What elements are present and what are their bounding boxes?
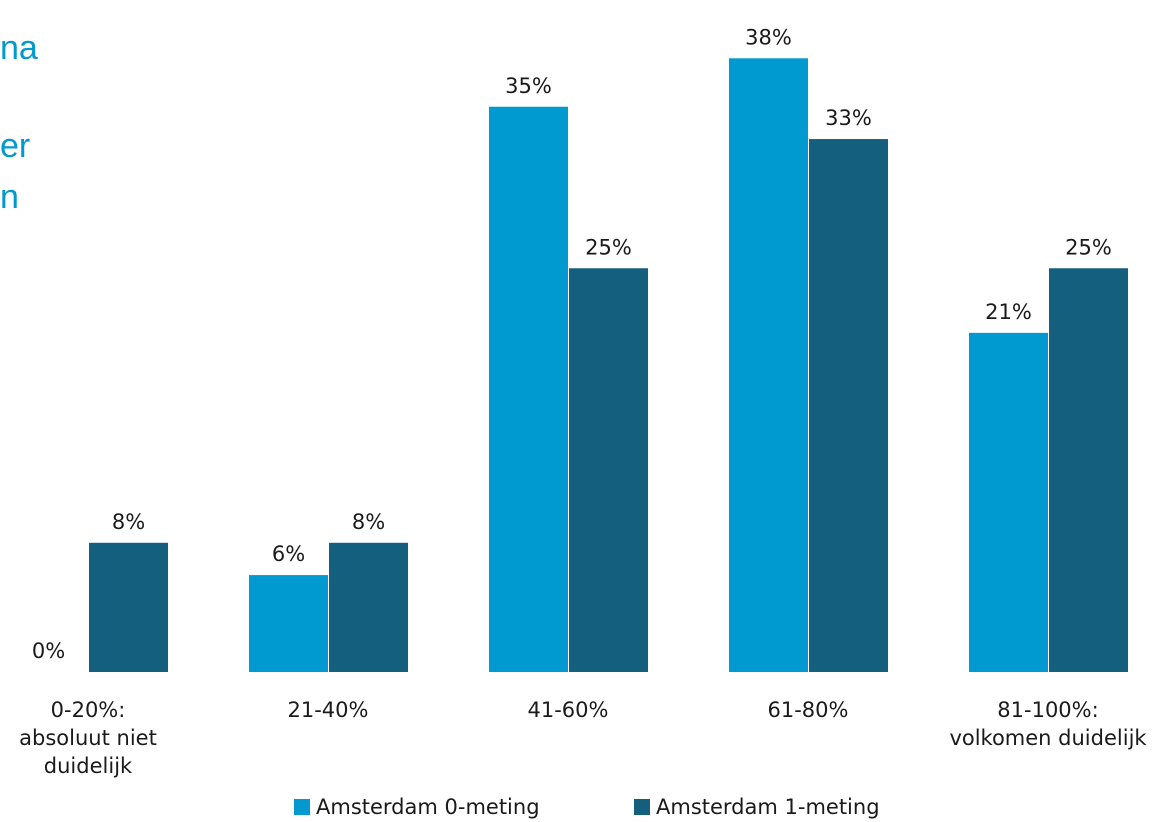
- category-label: 81-100%: volkomen duidelijk: [949, 698, 1147, 750]
- legend-label-1: Amsterdam 1-meting: [656, 795, 880, 819]
- data-label: 35%: [505, 74, 552, 98]
- data-label: 8%: [112, 510, 145, 534]
- data-label: 8%: [352, 510, 385, 534]
- data-label: 0%: [32, 639, 65, 663]
- legend-item-0: Amsterdam 0-meting: [294, 792, 540, 822]
- bar-amsterdam-1-meting-2: [569, 268, 648, 672]
- legend-item-1: Amsterdam 1-meting: [634, 792, 880, 822]
- bar-amsterdam-0-meting-1: [249, 575, 328, 672]
- data-label: 25%: [585, 235, 632, 259]
- data-label: 38%: [745, 25, 792, 49]
- title-fragment-1: na: [0, 29, 38, 67]
- category-label: 61-80%: [768, 698, 849, 722]
- title-fragment-2: er: [0, 127, 31, 165]
- category-label: 41-60%: [528, 698, 609, 722]
- data-label: 25%: [1065, 235, 1112, 259]
- data-label: 6%: [272, 542, 305, 566]
- bar-amsterdam-1-meting-4: [1049, 268, 1128, 672]
- category-label: 21-40%: [288, 698, 369, 722]
- bar-amsterdam-1-meting-1: [329, 542, 408, 672]
- data-label: 33%: [825, 106, 872, 130]
- bar-amsterdam-0-meting-2: [489, 106, 568, 672]
- bar-amsterdam-1-meting-3: [809, 139, 888, 673]
- title-fragment-3: n: [0, 178, 19, 216]
- legend-swatch-1: [634, 799, 650, 815]
- data-label: 21%: [985, 300, 1032, 324]
- legend-swatch-0: [294, 799, 310, 815]
- bar-amsterdam-0-meting-4: [969, 332, 1048, 672]
- category-label: 0-20%: absoluut niet duidelijk: [19, 698, 157, 778]
- bar-amsterdam-0-meting-3: [729, 58, 808, 673]
- legend-label-0: Amsterdam 0-meting: [316, 795, 540, 819]
- bar-amsterdam-1-meting-0: [89, 542, 168, 672]
